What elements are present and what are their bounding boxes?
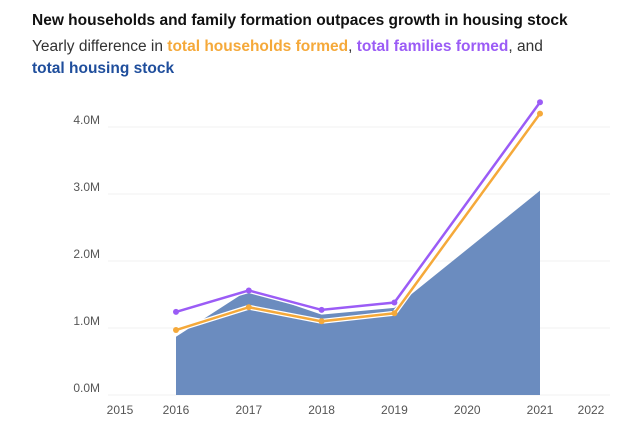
- legend-households: total households formed: [167, 38, 349, 55]
- legend-housing: total housing stock: [32, 60, 175, 77]
- legend-families: total families formed: [356, 38, 509, 55]
- point-total-families-formed: [391, 299, 398, 306]
- x-tick-label: 2021: [527, 403, 554, 417]
- chart-subtitle: Yearly difference in total households fo…: [32, 36, 612, 80]
- subtitle-prefix: Yearly difference in: [32, 38, 168, 55]
- chart-title: New households and family formation outp…: [32, 12, 568, 29]
- x-tick-label: 2017: [235, 403, 262, 417]
- x-tick-label: 2015: [107, 403, 134, 417]
- subtitle-sep: ,: [348, 38, 357, 55]
- area-housing-stock: [176, 190, 540, 395]
- x-tick-label: 2022: [578, 403, 605, 417]
- point-total-families-formed: [537, 99, 543, 106]
- point-total-households-formed: [173, 327, 179, 334]
- subtitle-sep: , and: [508, 38, 543, 55]
- y-tick-label: 3.0M: [73, 180, 100, 194]
- y-tick-label: 4.0M: [73, 113, 100, 127]
- point-total-households-formed: [391, 310, 398, 317]
- x-tick-label: 2018: [308, 403, 335, 417]
- point-total-households-formed: [245, 304, 252, 311]
- point-total-families-formed: [245, 287, 252, 294]
- x-tick-label: 2019: [381, 403, 408, 417]
- x-tick-label: 2016: [163, 403, 190, 417]
- point-total-families-formed: [318, 306, 325, 313]
- y-tick-label: 2.0M: [73, 247, 100, 261]
- point-total-families-formed: [173, 308, 179, 315]
- x-tick-label: 2020: [454, 403, 481, 417]
- point-total-households-formed: [537, 110, 543, 117]
- y-tick-label: 1.0M: [73, 314, 100, 328]
- y-tick-label: 0.0M: [73, 381, 100, 395]
- point-total-households-formed: [318, 318, 325, 325]
